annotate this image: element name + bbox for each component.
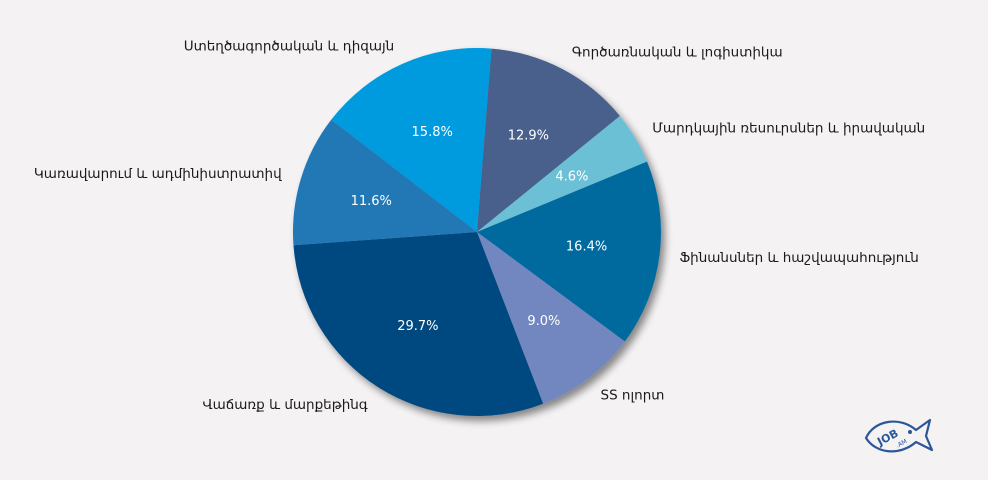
pie-slice [331,47,492,232]
slice-percent-label: 29.7% [397,319,438,334]
slice-category-label: Ֆինանսներ և հաշվապահություն [679,250,918,266]
slice-category-label: Վաճառք և մարքեթինգ [202,397,367,413]
slice-category-label: Գործառնական և լոգիստիկա [572,44,783,60]
slice-percent-label: 11.6% [351,194,392,209]
job-am-logo: JOB .AM [864,418,934,453]
svg-text:.AM: .AM [895,438,908,449]
pie-slice [477,161,661,342]
slice-percent-label: 9.0% [527,314,560,329]
slice-category-label: Մարդկային ռեսուրսներ և իրավական [652,121,925,137]
slice-percent-label: 12.9% [508,128,549,143]
slice-category-label: Ստեղծագործական և դիզայն [184,39,395,55]
slice-category-label: Կառավարում և ադմինիստրատիվ [34,166,282,182]
pie-slices [293,47,661,416]
pie-slice [477,232,625,404]
slice-percent-label: 15.8% [412,125,453,140]
percent-labels: 12.9% 4.6% 16.4% 9.0% 29.7% 11.6% 15.8% [351,125,608,334]
slice-percent-label: 4.6% [555,170,588,185]
category-labels: Գործառնական և լոգիստիկա Մարդկային ռեսուրս… [34,39,925,414]
pie-slice [477,48,620,232]
pie-slice [293,232,544,416]
slice-percent-label: 16.4% [566,239,607,254]
pie-slice [293,119,477,246]
slice-category-label: SS ոլորտ [601,387,665,403]
pie-slice [477,116,647,232]
